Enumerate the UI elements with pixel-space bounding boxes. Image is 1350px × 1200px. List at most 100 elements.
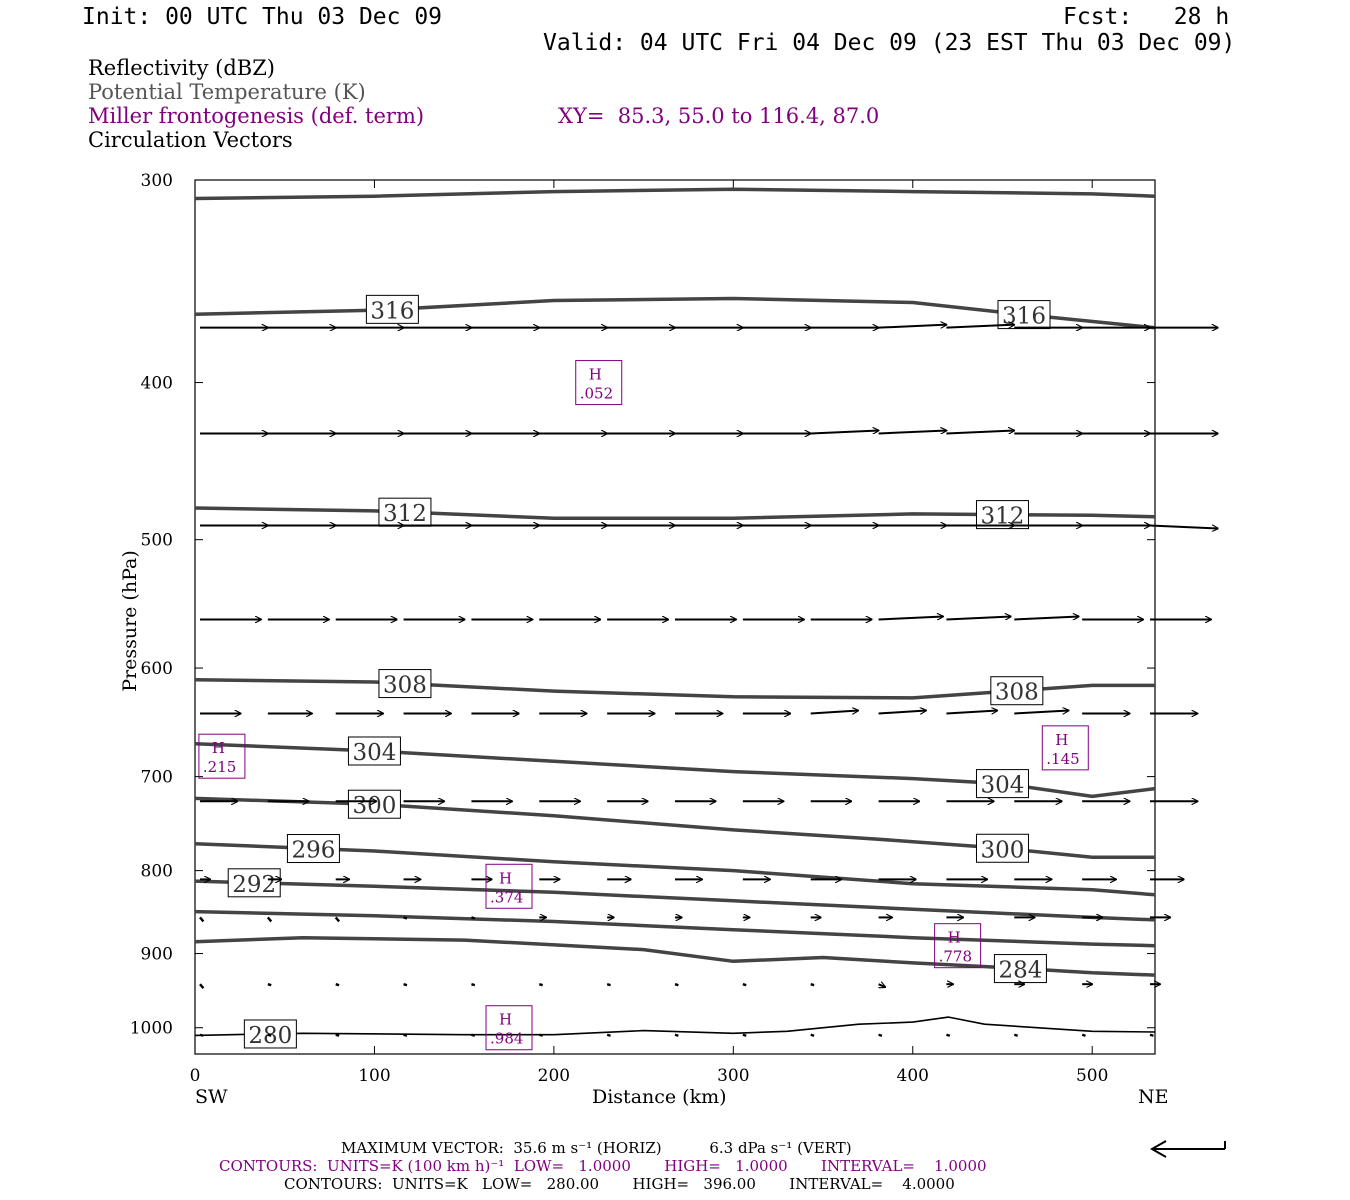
init-time: Init: 00 UTC Thu 03 Dec 09 <box>82 4 443 30</box>
circulation-vectors <box>199 325 1218 1037</box>
theta-contour-line <box>194 1016 1156 1037</box>
theta-contour-line <box>194 909 1156 948</box>
theta-label-box <box>975 500 1029 530</box>
sw-end-label: SW <box>195 1086 228 1108</box>
theta-contour-label: 300 <box>352 793 396 819</box>
y-tick-label: 700 <box>141 768 173 788</box>
valid-time: Valid: 04 UTC Fri 04 Dec 09 (23 EST Thu … <box>543 30 1236 56</box>
legend-frontogenesis: Miller frontogenesis (def. term) <box>88 104 425 128</box>
x-tick-label: 200 <box>538 1066 570 1086</box>
theta-label-box <box>975 833 1029 863</box>
circulation-vector <box>471 983 476 987</box>
circulation-vector <box>538 1033 544 1037</box>
theta-contour-line <box>194 796 1155 860</box>
theta-label-box <box>975 769 1029 799</box>
circulation-vector <box>334 916 341 923</box>
y-tick-label: 1000 <box>130 1019 173 1039</box>
circulation-vector <box>878 325 947 329</box>
circulation-vector <box>810 711 859 715</box>
circulation-vector <box>1013 1033 1019 1037</box>
maximum-vector-note: MAXIMUM VECTOR: 35.6 m s⁻¹ (HORIZ) 6.3 d… <box>341 1139 852 1157</box>
y-tick-label: 800 <box>141 862 173 882</box>
theta-contour-label: 292 <box>232 872 276 898</box>
theta-contour-label: 300 <box>981 837 1025 863</box>
circulation-vector <box>810 430 879 435</box>
circulation-vector <box>606 983 611 987</box>
theta-contour-label: 284 <box>998 958 1042 984</box>
fronto-high-marker: H <box>1055 731 1068 749</box>
circulation-vector <box>199 1033 204 1037</box>
x-axis-title: Distance (km) <box>592 1086 727 1108</box>
theta-label-box <box>997 300 1051 330</box>
legend-reflectivity: Reflectivity (dBZ) <box>88 56 276 80</box>
fronto-high-marker: H <box>589 366 602 384</box>
circulation-vector <box>742 983 747 987</box>
circulation-vector <box>1149 1033 1154 1037</box>
y-tick-label: 400 <box>141 374 173 394</box>
circulation-vector <box>878 711 927 715</box>
fronto-box <box>485 863 533 909</box>
theta-contour-label: 308 <box>995 680 1039 706</box>
circulation-vector <box>538 983 544 987</box>
forecast-hour: Fcst: 28 h <box>1063 4 1230 30</box>
theta-label-box <box>378 669 432 699</box>
theta-contour-label: 296 <box>291 838 335 864</box>
circulation-vector <box>878 616 944 621</box>
circulation-vector <box>674 983 679 987</box>
circulation-vector <box>606 1033 611 1037</box>
circulation-vector <box>266 916 273 923</box>
frontogenesis-contour-info: CONTOURS: UNITS=K (100 km h)⁻¹ LOW= 1.00… <box>219 1157 987 1175</box>
theta-label-box <box>286 834 340 864</box>
circulation-vector <box>742 1033 747 1037</box>
circulation-vector <box>674 1033 679 1037</box>
theta-contour-info: CONTOURS: UNITS=K LOW= 280.00 HIGH= 396.… <box>284 1175 955 1193</box>
theta-label-box <box>243 1019 297 1049</box>
theta-contour-line <box>194 506 1156 520</box>
y-tick-label: 600 <box>141 659 173 679</box>
circulation-vector <box>810 1033 815 1037</box>
fronto-box <box>575 360 623 406</box>
legend-potential-temperature: Potential Temperature (K) <box>88 80 366 104</box>
fronto-value: .984 <box>490 1030 523 1048</box>
theta-contour-line <box>194 841 1156 897</box>
circulation-vector <box>403 916 408 920</box>
theta-contour-line <box>194 741 1156 799</box>
fronto-high-marker: H <box>499 869 512 887</box>
circulation-vector <box>946 711 997 715</box>
fronto-value: .778 <box>939 948 972 966</box>
circulation-vector <box>878 984 886 987</box>
fronto-box <box>1041 725 1089 771</box>
theta-label-box <box>365 294 419 324</box>
circulation-vector <box>946 430 1014 435</box>
circulation-vector <box>403 1033 408 1037</box>
fronto-box <box>485 1005 533 1051</box>
fronto-box <box>934 923 982 969</box>
fronto-value: .374 <box>490 888 523 906</box>
theta-contour-label: 304 <box>981 773 1025 799</box>
circulation-vector <box>946 325 1014 329</box>
circulation-vector <box>1081 1033 1086 1037</box>
theta-contour-label: 304 <box>352 740 396 766</box>
circulation-vector <box>403 983 408 987</box>
y-tick-label: 500 <box>141 531 173 551</box>
fronto-high-marker: H <box>948 929 961 947</box>
theta-label-box <box>347 736 401 766</box>
ne-end-label: NE <box>1138 1086 1169 1108</box>
fronto-box <box>198 733 246 779</box>
reference-vector-arrow <box>1149 1140 1226 1158</box>
circulation-vector <box>471 916 476 920</box>
fronto-high-marker: H <box>499 1011 512 1029</box>
theta-label-box <box>993 954 1047 984</box>
y-tick-label: 900 <box>141 945 173 965</box>
circulation-vector <box>878 1033 883 1037</box>
y-tick-label: 300 <box>141 171 173 191</box>
fronto-high-marker: H <box>212 739 225 757</box>
circulation-vector <box>471 1033 476 1037</box>
circulation-vector <box>946 616 1011 621</box>
theta-contour-line <box>194 677 1155 700</box>
circulation-vector <box>1149 524 1218 528</box>
theta-contour-label: 312 <box>383 501 427 527</box>
theta-contour-label: 316 <box>370 298 414 324</box>
circulation-vector <box>335 1033 340 1037</box>
